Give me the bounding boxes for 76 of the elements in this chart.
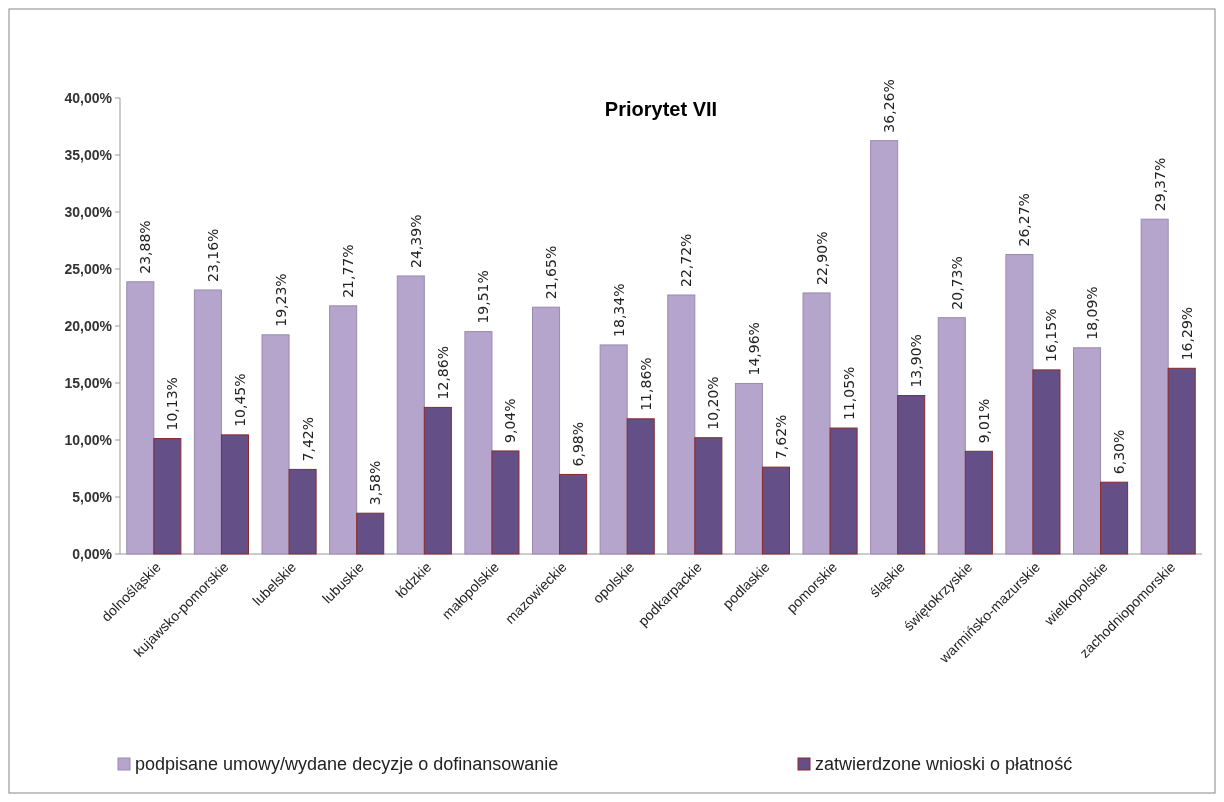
y-tick-label: 20,00% <box>64 317 113 334</box>
data-label: 24,39% <box>407 214 424 268</box>
y-tick-label: 40,00% <box>64 89 113 106</box>
data-label: 9,04% <box>502 398 519 443</box>
data-label: 13,90% <box>908 334 925 388</box>
bar <box>667 294 696 555</box>
y-tick-label: 30,00% <box>64 203 113 220</box>
data-label: 14,96% <box>745 322 762 376</box>
data-label: 36,26% <box>881 79 898 133</box>
y-tick-label: 5,00% <box>72 488 113 505</box>
data-label: 26,27% <box>1016 193 1033 247</box>
data-label: 10,13% <box>164 377 181 431</box>
y-tick-label: 15,00% <box>64 374 113 391</box>
data-label: 6,98% <box>570 421 587 467</box>
data-label: 11,05% <box>840 366 857 421</box>
data-label: 19,51% <box>475 270 492 324</box>
bar <box>802 292 831 555</box>
bar <box>1100 481 1129 555</box>
bar <box>396 275 425 555</box>
bar <box>261 334 290 555</box>
data-label: 18,34% <box>610 283 627 337</box>
data-label: 18,09% <box>1084 286 1101 340</box>
bar <box>153 438 182 555</box>
bar <box>193 289 222 555</box>
bar <box>626 418 655 555</box>
data-label: 21,65% <box>543 245 560 300</box>
data-label: 6,30% <box>1111 429 1128 475</box>
bar <box>599 344 628 555</box>
bar <box>937 317 966 555</box>
y-tick-label: 10,00% <box>64 431 113 448</box>
data-label: 23,16% <box>204 228 221 282</box>
data-label: 3,58% <box>367 460 384 506</box>
data-label: 16,15% <box>1043 308 1060 362</box>
bar <box>829 427 858 555</box>
data-label: 7,42% <box>299 416 316 462</box>
y-tick-label: 25,00% <box>64 260 113 277</box>
data-label: 22,90% <box>813 231 830 285</box>
bar <box>870 140 899 555</box>
data-label: 20,73% <box>948 256 965 310</box>
data-label: 7,62% <box>772 414 789 460</box>
bar <box>532 306 561 555</box>
legend-label: zatwierdzone wnioski o płatność <box>815 754 1073 775</box>
data-label: 9,01% <box>975 398 992 444</box>
bar <box>464 331 493 555</box>
data-label: 23,88% <box>137 220 154 274</box>
data-label: 22,72% <box>678 233 695 287</box>
data-label: 12,86% <box>434 346 451 400</box>
y-tick-label: 0,00% <box>72 545 113 562</box>
bar <box>761 466 790 555</box>
data-label: 11,86% <box>637 357 654 411</box>
data-label: 19,23% <box>272 273 289 327</box>
data-label: 10,45% <box>231 373 248 427</box>
bar <box>694 437 723 555</box>
bar <box>897 395 926 555</box>
bar <box>126 281 155 555</box>
legend-label: podpisane umowy/wydane decyzje o dofinansowanie <box>135 754 559 775</box>
bar <box>1073 347 1102 555</box>
data-label: 21,77% <box>340 244 357 298</box>
bar <box>220 434 249 555</box>
chart-title: Priorytet VII <box>604 98 718 120</box>
bar <box>423 406 452 555</box>
bar <box>1140 218 1169 555</box>
bar <box>1167 367 1196 555</box>
bar <box>964 450 993 555</box>
bar <box>1032 369 1061 555</box>
bar <box>1005 254 1034 555</box>
data-label: 16,29% <box>1178 306 1195 361</box>
bar <box>734 382 763 555</box>
y-tick-label: 35,00% <box>64 146 113 163</box>
bar <box>329 305 358 555</box>
data-label: 10,20% <box>705 376 722 430</box>
bar <box>559 473 588 555</box>
data-label: 29,37% <box>1151 157 1168 212</box>
bar <box>288 468 317 555</box>
bar <box>491 450 520 555</box>
bar <box>356 512 385 555</box>
